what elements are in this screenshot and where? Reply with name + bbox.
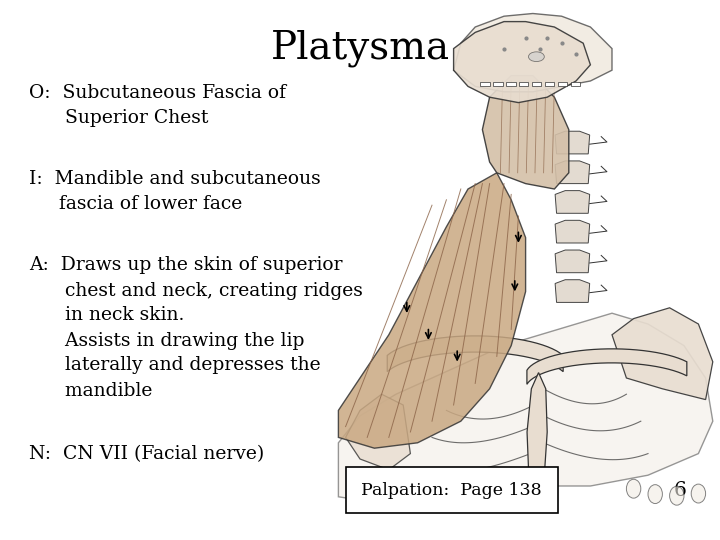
Polygon shape [532,82,541,86]
Polygon shape [612,308,713,400]
Ellipse shape [528,52,544,62]
Polygon shape [527,349,687,384]
Polygon shape [555,220,590,243]
FancyBboxPatch shape [346,467,558,513]
Polygon shape [338,313,713,502]
Text: I:  Mandible and subcutaneous
     fascia of lower face: I: Mandible and subcutaneous fascia of l… [29,170,320,213]
Ellipse shape [409,485,426,507]
Polygon shape [454,22,590,103]
Polygon shape [555,191,590,213]
Ellipse shape [387,483,405,505]
Text: N:  CN VII (Facial nerve): N: CN VII (Facial nerve) [29,446,264,463]
Polygon shape [454,14,612,92]
Text: O:  Subcutaneous Fascia of
      Superior Chest: O: Subcutaneous Fascia of Superior Chest [29,84,286,127]
Polygon shape [338,173,526,448]
Ellipse shape [648,485,662,503]
Polygon shape [555,250,590,273]
Polygon shape [493,82,503,86]
Polygon shape [555,161,590,184]
Polygon shape [387,336,563,372]
Polygon shape [558,82,567,86]
Polygon shape [519,82,528,86]
Text: Palpation:  Page 138: Palpation: Page 138 [361,482,542,498]
Ellipse shape [670,486,684,505]
Ellipse shape [431,483,448,504]
Ellipse shape [366,478,384,500]
Polygon shape [555,131,590,154]
Text: A:  Draws up the skin of superior
      chest and neck, creating ridges
      in: A: Draws up the skin of superior chest a… [29,256,363,400]
Polygon shape [346,394,410,470]
Ellipse shape [691,484,706,503]
Polygon shape [480,82,490,86]
Polygon shape [555,280,590,302]
Text: 6: 6 [674,481,687,500]
Text: Platysma: Platysma [271,30,449,67]
Ellipse shape [626,480,641,498]
Polygon shape [482,76,569,189]
Polygon shape [527,373,547,486]
Polygon shape [506,82,516,86]
Polygon shape [545,82,554,86]
Polygon shape [571,82,580,86]
